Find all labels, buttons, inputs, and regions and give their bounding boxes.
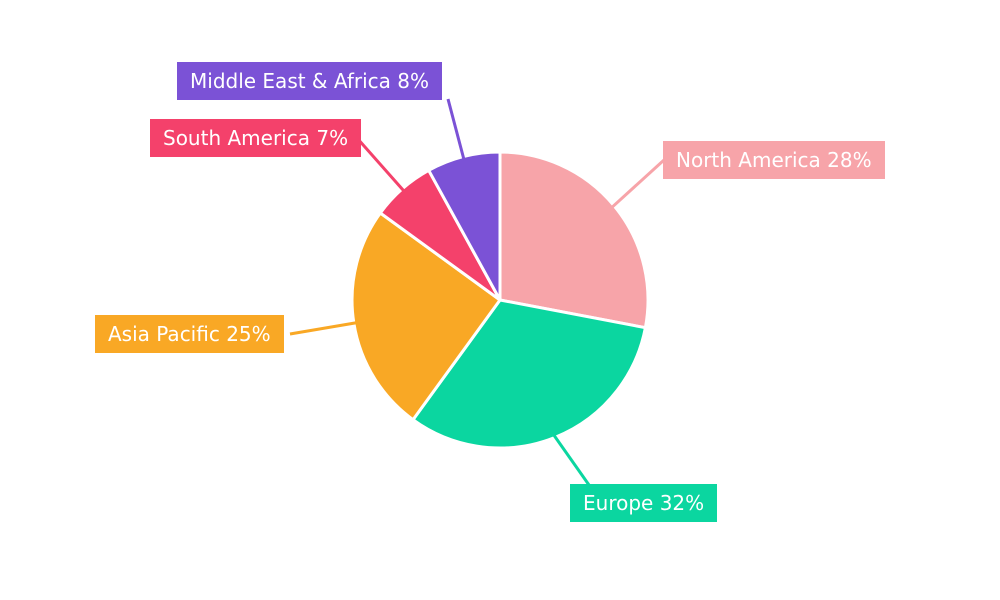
leader-line-south-america [355,137,406,193]
leader-line-europe [551,433,591,486]
leader-line-middle-east-africa [446,98,466,161]
pie-slice-north-america [498,150,650,330]
leader-line-north-america [609,158,666,210]
leader-line-asia-pacific [289,321,359,336]
